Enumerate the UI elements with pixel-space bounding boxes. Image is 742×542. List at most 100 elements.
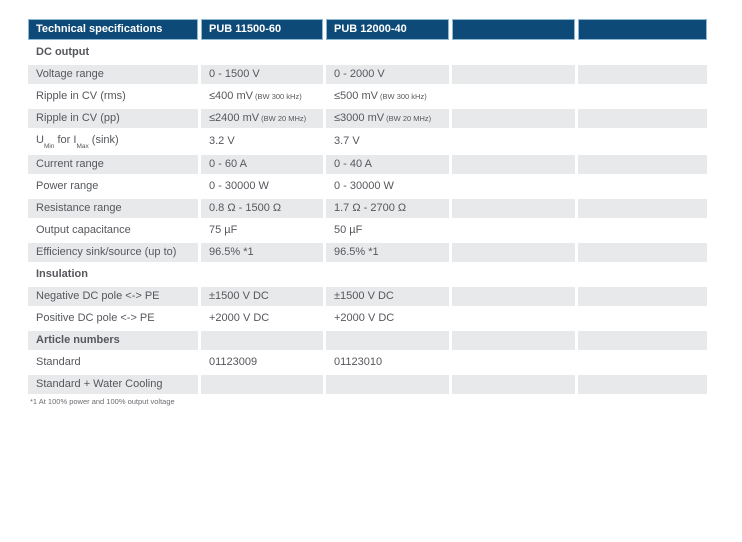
spec-value: 0.8 Ω - 1500 Ω	[201, 199, 323, 219]
spec-value	[452, 65, 575, 84]
spec-label: Efficiency sink/source (up to)	[28, 243, 198, 263]
spec-value: 3.7 V	[326, 131, 449, 153]
spec-label: UMin for IMax (sink)	[28, 131, 198, 153]
spec-value: 0 - 2000 V	[326, 65, 449, 84]
spec-value: ±1500 V DC	[326, 287, 449, 307]
spec-value	[201, 265, 323, 285]
spec-value	[201, 375, 323, 395]
header-cell-model-2: PUB 12000-40	[326, 19, 449, 40]
spec-value	[578, 155, 707, 175]
spec-value	[452, 109, 575, 128]
spec-value	[578, 309, 707, 329]
spec-value	[578, 177, 707, 197]
spec-value	[452, 353, 575, 373]
spec-value: 0 - 1500 V	[201, 65, 323, 84]
spec-label: Voltage range	[28, 65, 198, 84]
spec-row: Standard 01123009 01123010	[28, 353, 707, 373]
spec-label: Current range	[28, 155, 198, 175]
spec-label: Resistance range	[28, 199, 198, 219]
spec-value	[578, 287, 707, 307]
spec-value: 3.2 V	[201, 131, 323, 153]
spec-value: 50 µF	[326, 221, 449, 241]
spec-value	[326, 331, 449, 351]
spec-value	[452, 155, 575, 175]
spec-row: Standard + Water Cooling	[28, 375, 707, 395]
spec-value: 96.5% *1	[201, 243, 323, 263]
spec-value: 75 µF	[201, 221, 323, 241]
spec-value	[201, 331, 323, 351]
header-cell-model-1: PUB 11500-60	[201, 19, 323, 40]
spec-label: Standard	[28, 353, 198, 373]
spec-value: 01123010	[326, 353, 449, 373]
spec-value	[452, 375, 575, 395]
spec-value	[452, 177, 575, 197]
spec-value	[578, 353, 707, 373]
section-title: Article numbers	[28, 331, 198, 351]
spec-row: Output capacitance 75 µF 50 µF	[28, 221, 707, 241]
spec-value: 0 - 30000 W	[326, 177, 449, 197]
spec-value	[452, 131, 575, 153]
table-header-row: Technical specifications PUB 11500-60 PU…	[28, 19, 707, 40]
spec-value	[452, 309, 575, 329]
spec-value: 96.5% *1	[326, 243, 449, 263]
header-cell-empty-1	[452, 19, 575, 40]
spec-value	[326, 43, 449, 62]
spec-value: ±1500 V DC	[201, 287, 323, 307]
spec-value	[578, 221, 707, 241]
spec-value: 1.7 Ω - 2700 Ω	[326, 199, 449, 219]
spec-label: Ripple in CV (rms)	[28, 87, 198, 106]
spec-value	[578, 265, 707, 285]
section-row: Article numbers	[28, 331, 707, 351]
spec-value	[578, 65, 707, 84]
spec-value: ≤2400 mV (BW 20 MHz)	[201, 109, 323, 128]
spec-label: Power range	[28, 177, 198, 197]
spec-table: Technical specifications PUB 11500-60 PU…	[25, 16, 710, 397]
spec-row: Negative DC pole <-> PE ±1500 V DC ±1500 V…	[28, 287, 707, 307]
spec-row: Resistance range 0.8 Ω - 1500 Ω 1.7 Ω - 27…	[28, 199, 707, 219]
spec-label: Positive DC pole <-> PE	[28, 309, 198, 329]
spec-label: Ripple in CV (pp)	[28, 109, 198, 128]
spec-value: ≤400 mV (BW 300 kHz)	[201, 87, 323, 106]
spec-row: Positive DC pole <-> PE +2000 V DC +2000 V…	[28, 309, 707, 329]
spec-row: Ripple in CV (rms) ≤400 mV (BW 300 kHz) ≤5…	[28, 87, 707, 106]
spec-value	[326, 375, 449, 395]
spec-value: ≤3000 mV (BW 20 MHz)	[326, 109, 449, 128]
spec-value: 01123009	[201, 353, 323, 373]
spec-value	[452, 87, 575, 106]
spec-value: 0 - 60 A	[201, 155, 323, 175]
spec-value	[452, 331, 575, 351]
spec-value: +2000 V DC	[201, 309, 323, 329]
header-cell-technical-specifications: Technical specifications	[28, 19, 198, 40]
spec-row: Ripple in CV (pp) ≤2400 mV (BW 20 MHz) ≤30…	[28, 109, 707, 128]
spec-value	[578, 87, 707, 106]
spec-row: Efficiency sink/source (up to) 96.5% *1 96…	[28, 243, 707, 263]
spec-value	[578, 131, 707, 153]
section-row: DC output	[28, 43, 707, 62]
spec-value: 0 - 30000 W	[201, 177, 323, 197]
spec-row: UMin for IMax (sink) 3.2 V 3.7 V	[28, 131, 707, 153]
spec-value	[578, 243, 707, 263]
spec-value	[578, 375, 707, 395]
spec-value	[578, 199, 707, 219]
spec-value	[452, 243, 575, 263]
spec-value: +2000 V DC	[326, 309, 449, 329]
section-row: Insulation	[28, 265, 707, 285]
spec-label: Output capacitance	[28, 221, 198, 241]
spec-value	[452, 287, 575, 307]
spec-value	[578, 109, 707, 128]
spec-value	[452, 221, 575, 241]
spec-value	[452, 265, 575, 285]
spec-label: Standard + Water Cooling	[28, 375, 198, 395]
section-title: DC output	[28, 43, 198, 62]
spec-value	[578, 43, 707, 62]
header-cell-empty-2	[578, 19, 707, 40]
spec-value	[578, 331, 707, 351]
spec-value: 0 - 40 A	[326, 155, 449, 175]
spec-value	[452, 199, 575, 219]
spec-value	[326, 265, 449, 285]
